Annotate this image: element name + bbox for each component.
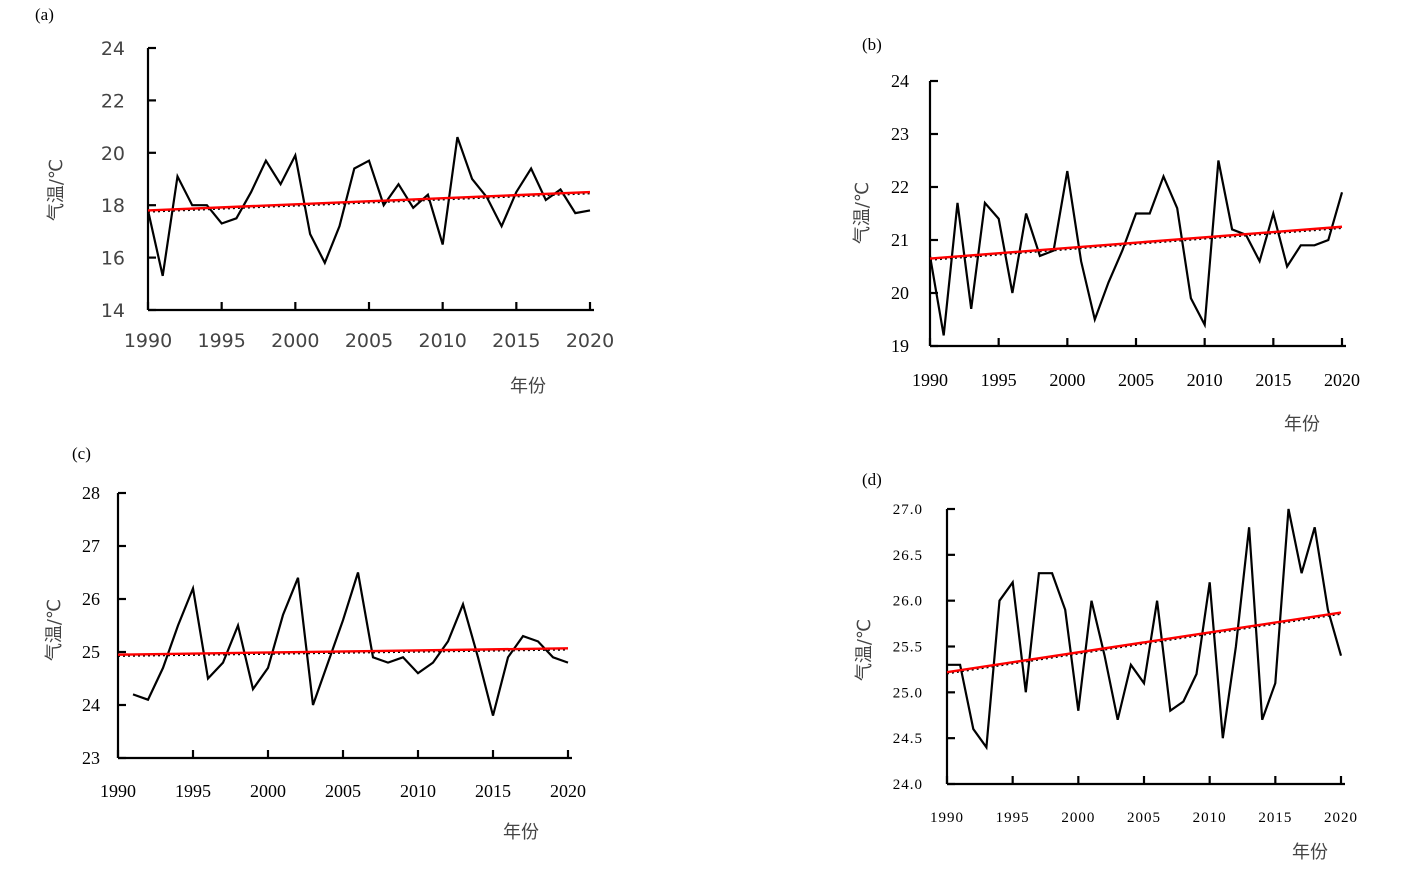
y-axis-title: 气温/℃ [854,619,875,681]
panel-label: (a) [35,5,54,24]
temperature-series-line [947,508,1343,751]
y-axis-title: 气温/℃ [852,182,873,244]
y-tick-label: 21 [891,230,909,250]
y-tick-label: 26.0 [893,594,923,610]
x-tick-label: 2000 [250,781,286,801]
y-tick-label: 16 [101,248,125,270]
chart-panel-1: (a) 14 16 18 20 22 24 1990 1995 2000 2005 2010 2015 2… [35,5,614,397]
x-tick-label: 2020 [550,781,586,801]
y-tick-label: 26 [82,589,100,609]
y-tick-label: 20 [891,283,909,303]
x-tick-label: 2000 [1061,810,1095,826]
y-tick-label: 24.5 [893,731,923,747]
x-tick-label: 2010 [418,330,466,352]
y-tick-label: 27.0 [893,502,923,518]
temperature-series-line [132,572,569,716]
x-tick-label: 2015 [1255,370,1291,390]
y-axis-title: 气温/℃ [44,599,65,661]
x-tick-label: 1990 [124,330,172,352]
x-tick-label: 2005 [325,781,361,801]
x-tick-label: 2015 [492,330,540,352]
red-linear-fit-line [147,190,591,212]
red-linear-fit-line [929,225,1343,260]
x-tick-label: 1990 [930,810,964,826]
x-tick-label: 1995 [996,810,1030,826]
x-tick-label: 1995 [197,330,245,352]
y-axis-title: 气温/℃ [46,159,67,221]
y-tick-label: 24 [891,71,909,91]
x-axis-title: 年份 [510,376,546,397]
y-tick-label: 24.0 [893,777,923,793]
x-axis-title: 年份 [503,822,539,843]
x-tick-label: 2000 [1049,370,1085,390]
y-tick-label: 23 [891,124,909,144]
x-axis-title: 年份 [1284,414,1320,435]
y-tick-label: 20 [101,143,125,165]
panel-label: (b) [862,35,882,54]
dotted-trendline [147,192,591,213]
x-tick-label: 2005 [1127,810,1161,826]
y-tick-label: 28 [82,483,100,503]
dotted-trendline [929,227,1343,261]
x-axis-title: 年份 [1292,842,1328,863]
y-tick-label: 19 [891,336,909,356]
x-tick-label: 2010 [400,781,436,801]
y-tick-label: 14 [101,300,125,322]
chart-panel-4: (d) 24.0 24.5 25.0 25.5 26.0 26.5 27.0 1990 1995 2… [854,470,1358,863]
x-tick-label: 2020 [566,330,614,352]
y-tick-label: 25.5 [893,640,923,656]
red-linear-fit-line [946,611,1342,674]
y-tick-label: 23 [82,748,100,768]
dotted-trendline [117,648,569,657]
y-tick-label: 18 [101,195,125,217]
x-tick-label: 1995 [981,370,1017,390]
chart-panel-3: (c) 23 24 25 26 27 28 1990 1995 2000 2005 2010 2015 2… [44,444,586,843]
x-tick-label: 2015 [475,781,511,801]
red-linear-fit-line [117,647,569,656]
x-tick-label: 1990 [100,781,136,801]
x-tick-label: 2005 [345,330,393,352]
y-tick-label: 25.0 [893,685,923,701]
x-tick-label: 2010 [1193,810,1227,826]
x-tick-label: 2010 [1187,370,1223,390]
y-tick-label: 26.5 [893,548,923,564]
x-tick-label: 1995 [175,781,211,801]
chart-panel-2: (b) 19 20 21 22 23 24 1990 1995 2000 2005 2010 2015 2… [852,35,1360,435]
x-tick-label: 2005 [1118,370,1154,390]
dotted-trendline [946,613,1342,675]
y-tick-label: 24 [101,38,125,60]
x-tick-label: 2000 [271,330,319,352]
panel-label: (d) [862,470,882,489]
x-tick-label: 2020 [1324,370,1360,390]
temperature-series-line [928,160,1344,336]
x-tick-label: 2020 [1324,810,1358,826]
y-tick-label: 25 [82,642,100,662]
panel-label: (c) [72,444,91,463]
y-tick-label: 24 [82,695,100,715]
temperature-series-line [146,136,591,277]
x-tick-label: 2015 [1258,810,1292,826]
x-tick-label: 1990 [912,370,948,390]
y-tick-label: 22 [101,90,125,112]
y-tick-label: 22 [891,177,909,197]
y-tick-label: 27 [82,536,100,556]
